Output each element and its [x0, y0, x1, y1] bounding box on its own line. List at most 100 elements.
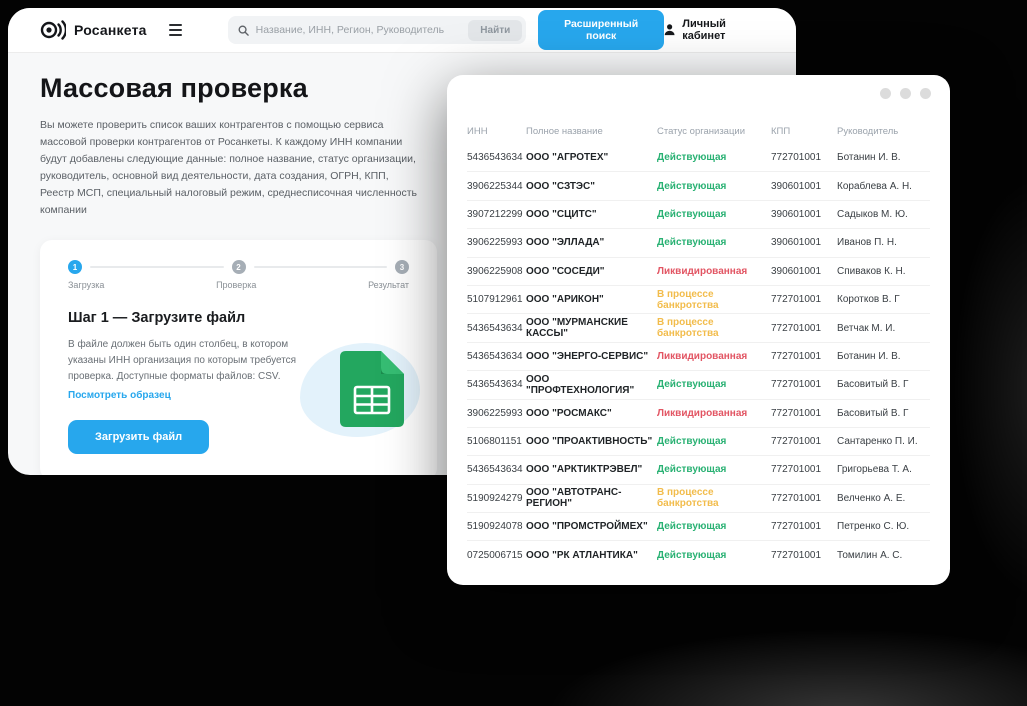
cell-status: В процессе банкротства [657, 487, 719, 510]
cell-name: ООО "ПРОАКТИВНОСТЬ" [526, 436, 653, 448]
cell-head: Кораблева А. Н. [837, 180, 912, 192]
cell-head: Томилин А. С. [837, 549, 903, 561]
upload-file-button[interactable]: Загрузить файл [68, 420, 210, 454]
step-3-dot: 3 [395, 260, 409, 274]
column-header-head: Руководитель [837, 125, 899, 137]
account-menu[interactable]: Личный кабинет [664, 18, 760, 42]
stepper: 1 2 3 [68, 260, 409, 274]
cell-name: ООО "РК АТЛАНТИКА" [526, 549, 638, 561]
table-row[interactable]: 3906225993 ООО "ЭЛЛАДА" Действующая 3906… [467, 228, 930, 256]
view-sample-link[interactable]: Посмотреть образец [68, 390, 171, 401]
cell-status: Ликвидированная [657, 350, 748, 362]
column-header-inn: ИНН [467, 125, 488, 137]
cell-status: Ликвидированная [657, 265, 748, 277]
cell-inn: 5190924078 [467, 521, 523, 533]
table-row[interactable]: 5436543634 ООО "АГРОТЕХ" Действующая 772… [467, 143, 930, 171]
top-navigation-bar: Росанкета Найти Расширенный поиск Личный… [8, 8, 796, 53]
step-2-label: Проверка [216, 280, 257, 290]
table-row[interactable]: 5436543634 ООО "ПРОФТЕХНОЛОГИЯ" Действую… [467, 370, 930, 398]
cell-kpp: 390601001 [771, 208, 822, 220]
cell-head: Сантаренко П. И. [837, 436, 918, 448]
table-row[interactable]: 5436543634 ООО "АРКТИКТРЭВЕЛ" Действующа… [467, 455, 930, 483]
step-connector [90, 266, 224, 268]
results-panel: ИНН Полное название Статус организации К… [447, 75, 950, 585]
spreadsheet-icon [340, 351, 404, 427]
window-dot-icon [880, 88, 891, 99]
logo-text: Росанкета [74, 22, 147, 38]
cell-name: ООО "СОСЕДИ" [526, 265, 605, 277]
cell-kpp: 390601001 [771, 237, 822, 249]
cell-kpp: 772701001 [771, 549, 822, 561]
broadcast-logo-icon [40, 20, 66, 40]
table-row[interactable]: 5106801151 ООО "ПРОАКТИВНОСТЬ" Действующ… [467, 426, 930, 455]
cell-inn: 3907212299 [467, 208, 523, 220]
cell-head: Иванов П. Н. [837, 237, 897, 249]
cell-status: Действующая [657, 379, 727, 391]
cell-status: Действующая [657, 436, 727, 448]
menu-icon[interactable] [168, 24, 182, 36]
find-button[interactable]: Найти [468, 19, 523, 41]
column-header-kpp: КПП [771, 125, 791, 137]
table-row[interactable]: 0725006715 ООО "РК АТЛАНТИКА" Действующа… [467, 540, 930, 568]
cell-head: Спиваков К. Н. [837, 265, 906, 277]
page-content: Массовая проверка Вы можете проверить сп… [8, 53, 796, 475]
cell-status: Действующая [657, 521, 727, 533]
cell-status: Действующая [657, 549, 727, 561]
table-row[interactable]: 3906225344 ООО "СЗТЭС" Действующая 39060… [467, 171, 930, 199]
cell-inn: 5436543634 [467, 379, 523, 391]
cell-status: В процессе банкротства [657, 317, 719, 340]
cell-inn: 5106801151 [467, 436, 522, 448]
search-icon [238, 25, 249, 36]
step-2-dot: 2 [231, 260, 246, 274]
table-row[interactable]: 5436543634 ООО "ЭНЕРГО-СЕРВИС" Ликвидиро… [467, 341, 930, 370]
cell-inn: 5436543634 [467, 464, 523, 476]
cell-name: ООО "ЭНЕРГО-СЕРВИС" [526, 350, 649, 362]
cell-kpp: 772701001 [771, 521, 822, 533]
cell-status: Действующая [657, 208, 727, 220]
cell-status: Действующая [657, 180, 727, 192]
cell-head: Ветчак М. И. [837, 322, 896, 334]
page-title: Массовая проверка [40, 73, 308, 103]
cell-status: Действующая [657, 464, 727, 476]
table-row[interactable]: 3906225908 ООО "СОСЕДИ" Ликвидированная … [467, 256, 930, 285]
cell-head: Петренко С. Ю. [837, 521, 910, 533]
cell-name: ООО "ПРОФТЕХНОЛОГИЯ" [526, 373, 635, 396]
step-1-dot: 1 [68, 260, 82, 274]
step-3-label: Результат [368, 280, 409, 290]
cell-head: Басовитый В. Г [837, 379, 909, 391]
table-row[interactable]: 3906225993 ООО "РОСМАКС" Ликвидированная… [467, 398, 930, 427]
cell-kpp: 772701001 [771, 492, 822, 504]
search-input[interactable] [255, 24, 469, 36]
cell-name: ООО "АВТОТРАНС-РЕГИОН" [526, 487, 622, 510]
logo[interactable]: Росанкета [40, 19, 147, 41]
table-row[interactable]: 5190924279 ООО "АВТОТРАНС-РЕГИОН" В проц… [467, 483, 930, 512]
cell-inn: 3906225908 [467, 265, 523, 277]
cell-inn: 5436543634 [467, 322, 523, 334]
cell-name: ООО "АРИКОН" [526, 294, 604, 306]
person-icon [664, 24, 675, 36]
advanced-search-button[interactable]: Расширенный поиск [538, 10, 665, 50]
cell-kpp: 772701001 [771, 379, 822, 391]
cell-head: Велченко А. Е. [837, 492, 906, 504]
results-table-header: ИНН Полное название Статус организации К… [467, 119, 930, 143]
cell-name: ООО "СЦИТС" [526, 208, 597, 220]
cell-inn: 5190924279 [467, 492, 523, 504]
step-title: Шаг 1 — Загрузите файл [68, 310, 246, 326]
column-header-name: Полное название [526, 125, 603, 137]
table-row[interactable]: 3907212299 ООО "СЦИТС" Действующая 39060… [467, 199, 930, 228]
cell-head: Ботанин И. В. [837, 151, 901, 163]
cell-kpp: 772701001 [771, 294, 822, 306]
cell-inn: 5436543634 [467, 350, 523, 362]
table-row[interactable]: 5107912961 ООО "АРИКОН" В процессе банкр… [467, 284, 930, 313]
cell-head: Григорьева Т. А. [837, 464, 912, 476]
table-row[interactable]: 5190924078 ООО "ПРОМСТРОЙМЕХ" Действующа… [467, 512, 930, 540]
results-table: ИНН Полное название Статус организации К… [467, 119, 930, 569]
cell-status: Ликвидированная [657, 407, 748, 419]
cell-name: ООО "СЗТЭС" [526, 180, 596, 192]
cell-status: Действующая [657, 151, 727, 163]
cell-name: ООО "ПРОМСТРОЙМЕХ" [526, 521, 648, 533]
table-row[interactable]: 5436543634 ООО "МУРМАНСКИЕ КАССЫ" В проц… [467, 313, 930, 341]
search-bar: Найти [227, 16, 527, 44]
cell-name: ООО "ЭЛЛАДА" [526, 237, 605, 249]
window-dot-icon [900, 88, 911, 99]
